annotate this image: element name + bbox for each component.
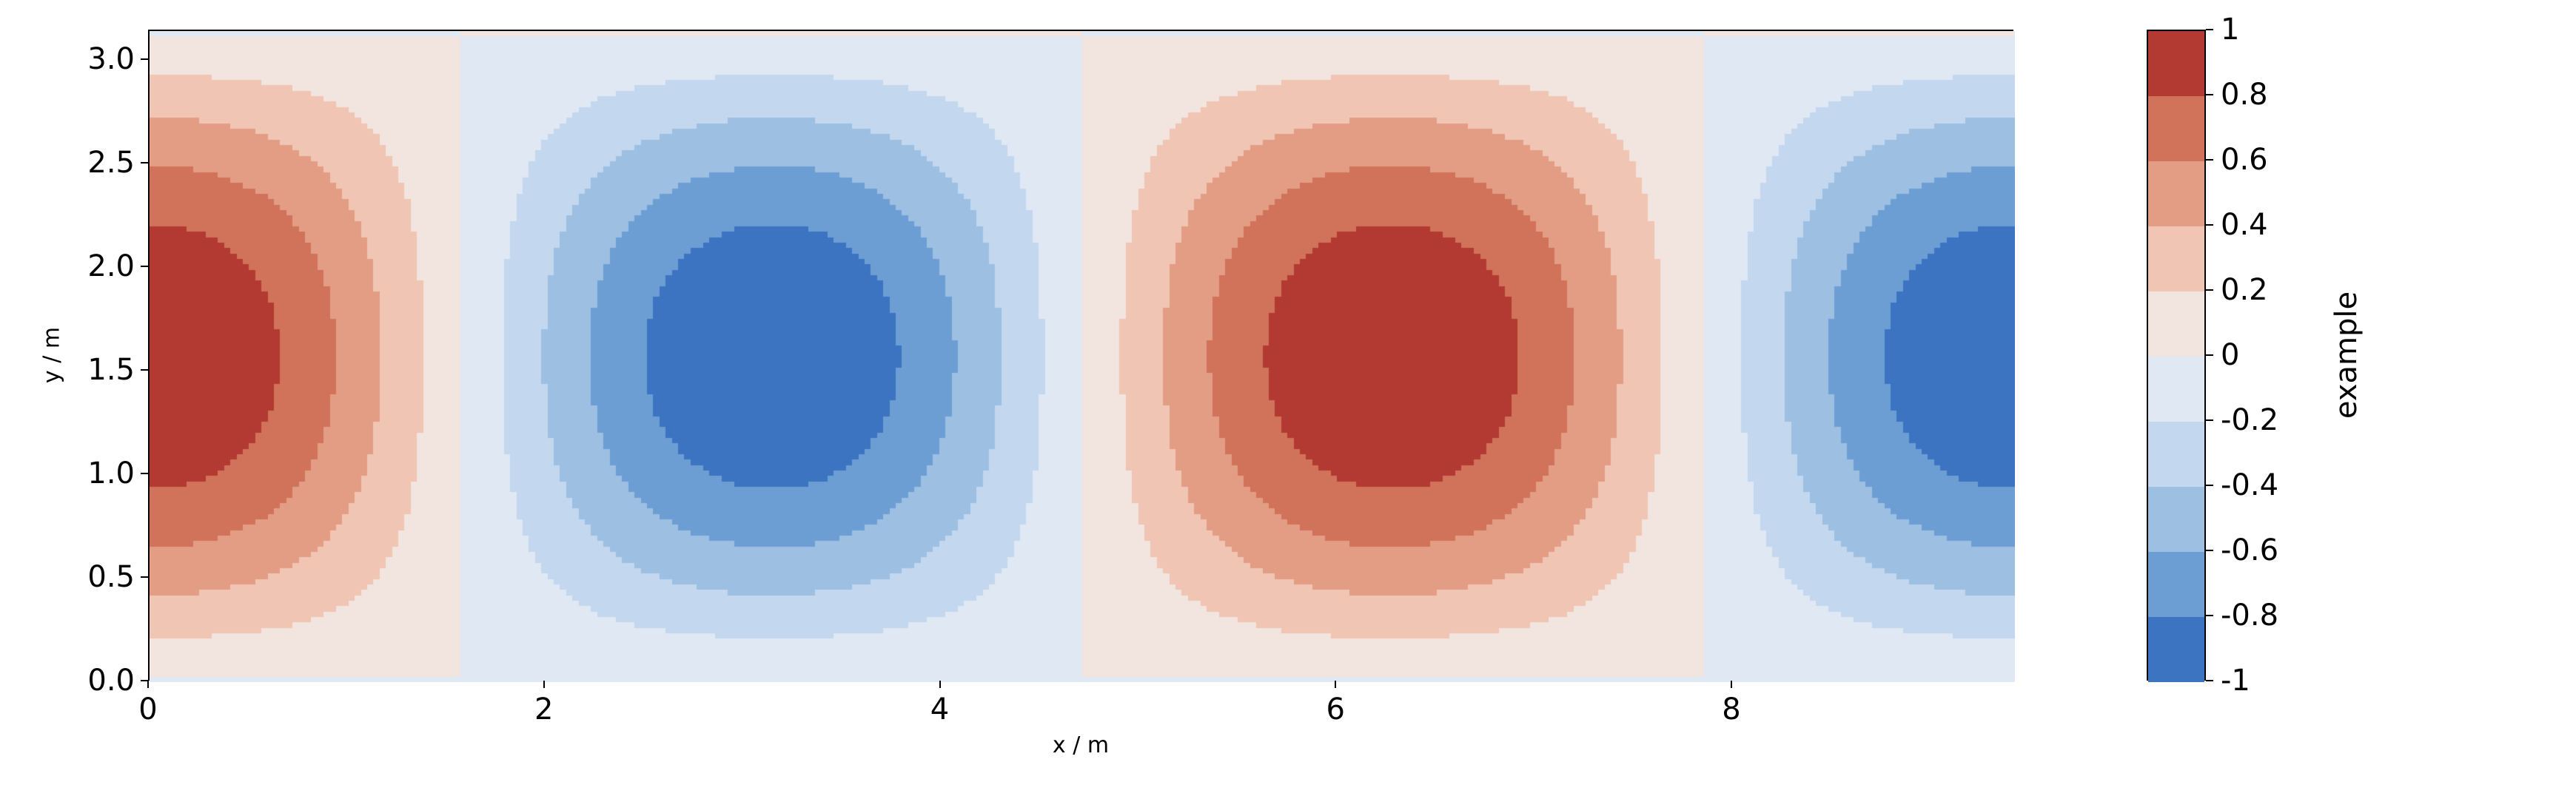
x-tick	[1731, 681, 1732, 688]
colorbar-tick-label: 1	[2221, 13, 2239, 47]
x-tick-label: 6	[1326, 692, 1345, 726]
y-tick-label: 2.0	[87, 249, 135, 283]
colorbar-tick-label: -1	[2221, 664, 2250, 698]
colorbar-label: example	[2330, 291, 2364, 419]
colorbar-tick-label: 0.4	[2221, 208, 2268, 242]
y-tick	[141, 58, 148, 60]
x-tick	[147, 681, 149, 688]
colorbar-tick-label: -0.2	[2221, 403, 2278, 437]
x-tick-label: 2	[534, 692, 553, 726]
x-tick-label: 8	[1722, 692, 1740, 726]
colorbar-segment	[2148, 357, 2204, 422]
colorbar-tick	[2206, 615, 2213, 616]
figure: 02468 0.00.51.01.52.02.53.0 x / m y / m …	[0, 0, 2576, 799]
y-tick	[141, 369, 148, 371]
y-tick-label: 0.5	[87, 560, 135, 594]
y-tick-label: 1.5	[87, 353, 135, 387]
colorbar-tick	[2206, 485, 2213, 486]
y-axis-label: y / m	[39, 327, 65, 383]
colorbar-segment	[2148, 161, 2204, 226]
colorbar-tick	[2206, 354, 2213, 356]
y-tick-label: 0.0	[87, 664, 135, 698]
colorbar-segment	[2148, 487, 2204, 552]
colorbar-segment	[2148, 291, 2204, 357]
colorbar-tick-label: -0.8	[2221, 599, 2278, 633]
colorbar-segment	[2148, 552, 2204, 617]
colorbar-tick	[2206, 680, 2213, 681]
y-tick	[141, 473, 148, 474]
colorbar-tick	[2206, 29, 2213, 30]
colorbar-segment	[2148, 422, 2204, 487]
x-axis-label: x / m	[1053, 732, 1109, 758]
colorbar-segment	[2148, 31, 2204, 96]
y-tick	[141, 576, 148, 578]
y-tick-label: 1.0	[87, 456, 135, 490]
colorbar-tick-label: 0.6	[2221, 143, 2268, 177]
colorbar-tick	[2206, 550, 2213, 551]
x-tick	[939, 681, 941, 688]
colorbar-segment	[2148, 617, 2204, 682]
colorbar-tick-label: 0.8	[2221, 78, 2268, 112]
y-tick-label: 3.0	[87, 42, 135, 76]
x-tick	[543, 681, 545, 688]
colorbar-tick-label: 0.2	[2221, 273, 2268, 307]
x-tick-label: 4	[930, 692, 949, 726]
x-tick	[1335, 681, 1336, 688]
colorbar-tick	[2206, 94, 2213, 95]
colorbar	[2147, 30, 2206, 681]
colorbar-tick	[2206, 159, 2213, 161]
y-tick	[141, 162, 148, 163]
y-tick	[141, 680, 148, 681]
x-tick-label: 0	[138, 692, 157, 726]
y-tick	[141, 266, 148, 267]
colorbar-segment	[2148, 226, 2204, 291]
colorbar-tick	[2206, 224, 2213, 226]
colorbar-tick	[2206, 419, 2213, 421]
colorbar-tick-label: -0.4	[2221, 468, 2278, 502]
contourf-canvas	[150, 31, 2015, 682]
colorbar-tick-label: 0	[2221, 338, 2239, 372]
y-tick-label: 2.5	[87, 146, 135, 180]
colorbar-tick-label: -0.6	[2221, 533, 2278, 567]
plot-area	[148, 30, 2013, 681]
colorbar-segment	[2148, 96, 2204, 161]
colorbar-tick	[2206, 289, 2213, 291]
